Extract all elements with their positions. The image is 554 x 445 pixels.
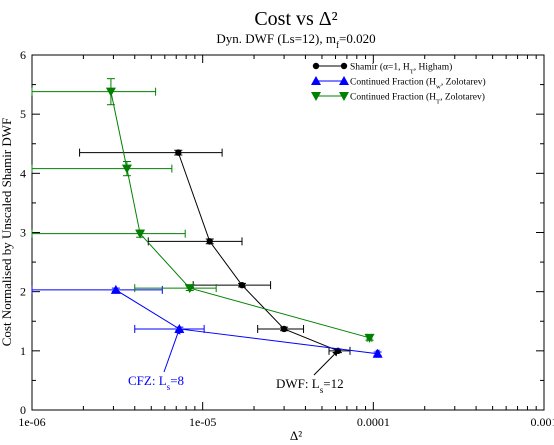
x-tick-label: 1e-05 <box>189 415 216 429</box>
annotation-arrow <box>313 354 335 376</box>
data-point <box>184 284 195 294</box>
series-2 <box>31 78 375 343</box>
chart-title: Cost vs Δ² <box>254 8 337 30</box>
legend-entry-label: Continued Fraction (HT, Zolotarev) <box>350 92 485 106</box>
series-line <box>177 152 339 352</box>
series-0 <box>79 148 351 355</box>
x-tick-label: 0.0001 <box>357 415 390 429</box>
data-point <box>135 229 146 239</box>
legend-marker <box>340 62 348 70</box>
legend-entry-label: Shamir (α=1, HT, Higham) <box>350 62 452 76</box>
data-point <box>121 164 132 174</box>
legend-marker <box>339 92 349 101</box>
annotations: CFZ: Ls=8 DWF: Ls=12 <box>128 328 344 395</box>
annotation-text: CFZ: Ls=8 <box>128 373 184 392</box>
y-tick-label: 4 <box>20 166 26 180</box>
legend-marker <box>312 62 320 70</box>
y-tick-label: 6 <box>20 48 26 62</box>
legend-marker <box>339 76 349 85</box>
y-tick-label: 2 <box>20 285 26 299</box>
annotation-text: DWF: Ls=12 <box>276 376 344 395</box>
legend-entry-label: Continued Fraction (Hw, Zolotarev) <box>350 77 486 91</box>
data-point <box>238 281 246 289</box>
data-point <box>105 87 116 97</box>
y-tick-label: 5 <box>20 107 26 121</box>
data-point <box>174 323 185 333</box>
data-point <box>372 348 383 358</box>
annotation-arrowhead <box>174 328 181 335</box>
legend-marker <box>311 76 321 85</box>
annotation-arrow <box>163 333 179 373</box>
plot-area <box>31 54 545 411</box>
legend-marker <box>311 92 321 101</box>
x-tick-label: 0.001 <box>531 415 554 429</box>
data-point <box>280 325 288 333</box>
series-line <box>110 91 370 339</box>
data-point <box>175 149 182 156</box>
x-axis-label: Δ² <box>290 428 302 443</box>
legend: Shamir (α=1, HT, Higham)Continued Fracti… <box>311 62 486 106</box>
series-layer <box>31 78 383 358</box>
series-line <box>115 289 378 355</box>
axis-ticks: 1e-06 1e-05 0.0001 0.001 0 1 2 3 4 5 6 <box>18 48 554 429</box>
plot-border <box>31 54 545 411</box>
y-tick-label: 0 <box>20 403 26 417</box>
data-point <box>364 333 375 343</box>
data-point <box>110 284 121 294</box>
data-point <box>206 238 213 245</box>
x-tick-label: 1e-06 <box>18 415 45 429</box>
series-1 <box>31 284 383 358</box>
y-tick-label: 3 <box>20 226 26 240</box>
y-tick-label: 1 <box>20 344 26 358</box>
chart-subtitle: Dyn. DWF (Ls=12), mf=0.020 <box>216 31 375 50</box>
annotation-arrowhead <box>332 350 338 357</box>
y-axis-label: Cost Normalised by Unscaled Shamir DWF <box>0 118 14 347</box>
